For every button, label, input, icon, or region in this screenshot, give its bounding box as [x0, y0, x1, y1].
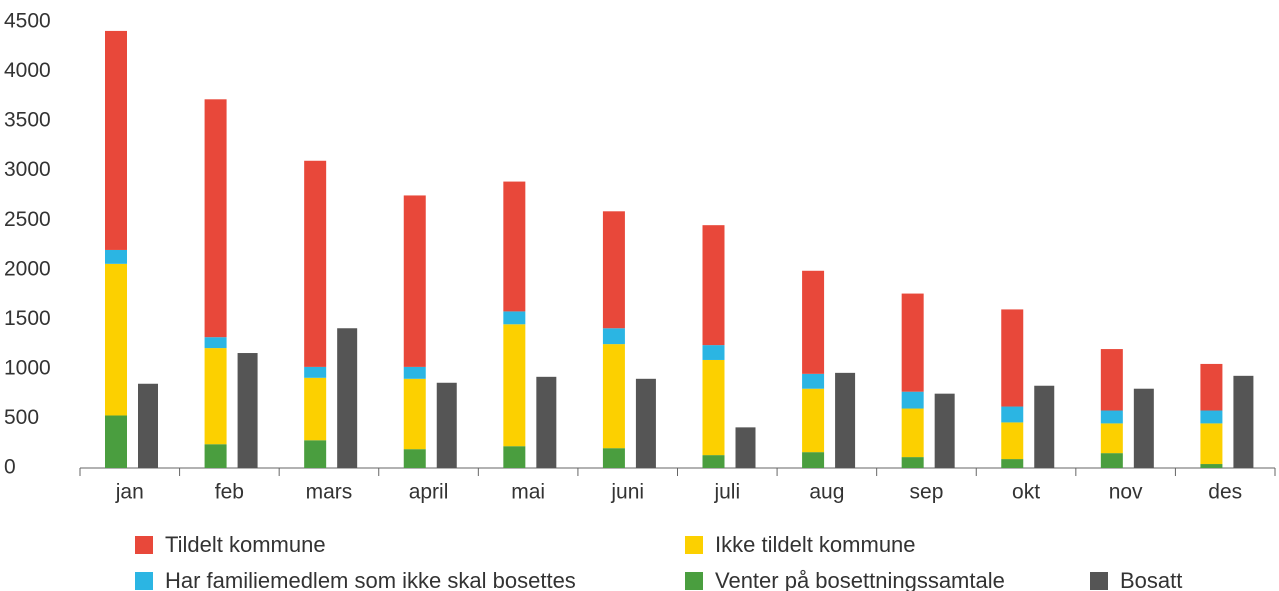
bar-segment: [304, 440, 327, 468]
legend-swatch: [685, 536, 703, 554]
x-tick-label: nov: [1109, 481, 1143, 504]
y-tick-label: 2500: [4, 208, 51, 231]
bar-segment: [503, 181, 526, 312]
x-tick-label: april: [409, 481, 449, 504]
bar-segment: [702, 225, 725, 346]
bar: [436, 382, 457, 468]
bar-segment: [503, 311, 526, 325]
bar-segment: [1100, 349, 1123, 411]
y-tick-label: 500: [4, 406, 39, 429]
bar-segment: [802, 388, 825, 453]
legend-label: Tildelt kommune: [165, 532, 326, 557]
x-tick-label: des: [1208, 481, 1242, 504]
legend-swatch: [685, 572, 703, 590]
legend: Venter på bosettningssamtale Ikke tildelt…: [135, 532, 1182, 591]
bar-segment: [403, 449, 426, 468]
bar-segment: [802, 270, 825, 374]
bar-segment: [602, 328, 625, 345]
bar-segment: [503, 446, 526, 468]
x-tick-label: okt: [1012, 481, 1040, 504]
bar-segment: [204, 337, 227, 349]
bar: [337, 328, 358, 468]
bar-segment: [105, 263, 127, 416]
bar-segment: [901, 293, 924, 392]
legend-label: Venter på bosettningssamtale: [715, 568, 1005, 591]
bar-segment: [1100, 453, 1123, 468]
bar-segment: [204, 444, 227, 468]
x-tick-label: aug: [809, 481, 844, 504]
legend-label: Har familiemedlem som ikke skal bosettes: [165, 568, 576, 591]
bar-segment: [802, 452, 825, 468]
y-tick-label: 3500: [4, 109, 51, 132]
bar-segment: [1200, 423, 1223, 465]
y-tick-label: 1000: [4, 356, 51, 379]
bar: [138, 383, 158, 468]
bar-segment: [204, 348, 227, 445]
bar-segment: [304, 377, 327, 441]
bar-segment: [702, 455, 725, 468]
bar-segment: [105, 249, 127, 264]
bar-segment: [105, 30, 127, 250]
bar-segment: [602, 448, 625, 468]
bar-segment: [1200, 363, 1223, 411]
bar-segment: [602, 211, 625, 329]
bar: [1034, 385, 1055, 468]
bar: [237, 353, 258, 468]
bar-segment: [105, 415, 127, 468]
y-tick-label: 3000: [4, 158, 51, 181]
bar: [934, 393, 955, 468]
legend-label: Bosatt: [1120, 568, 1182, 591]
x-tick-label: juli: [713, 481, 740, 504]
y-tick-label: 0: [4, 456, 16, 479]
bar: [1133, 388, 1154, 468]
bar: [1233, 375, 1254, 468]
bar-segment: [702, 359, 725, 456]
y-tick-label: 4000: [4, 59, 51, 82]
bar-segment: [304, 366, 327, 378]
bar-segment: [602, 344, 625, 449]
legend-swatch: [1090, 572, 1108, 590]
bar: [635, 378, 656, 468]
x-tick-label: mars: [306, 481, 353, 504]
bar-segment: [304, 160, 327, 367]
y-tick-label: 1500: [4, 307, 51, 330]
legend-swatch: [135, 572, 153, 590]
bar-segment: [901, 457, 924, 468]
bar-segment: [204, 99, 227, 338]
bar-segment: [503, 324, 526, 447]
bar-segment: [1200, 464, 1223, 468]
bar-segment: [403, 195, 426, 367]
bar-segment: [1100, 423, 1123, 454]
bar-segment: [901, 408, 924, 458]
x-tick-label: feb: [215, 481, 244, 504]
legend-swatch: [135, 536, 153, 554]
x-tick-label: sep: [910, 481, 944, 504]
bar-segment: [802, 373, 825, 389]
y-tick-label: 2000: [4, 257, 51, 280]
bar-segment: [901, 391, 924, 409]
bar-segment: [1001, 422, 1024, 460]
bar-segment: [1100, 410, 1123, 424]
bar-segment: [1200, 410, 1223, 424]
bar: [835, 372, 856, 468]
bar-segment: [702, 345, 725, 360]
bar-segment: [403, 366, 426, 379]
legend-label: Ikke tildelt kommune: [715, 532, 916, 557]
bar: [735, 427, 756, 468]
bar-segment: [1001, 406, 1024, 423]
bar-segment: [1001, 309, 1024, 407]
x-tick-label: mai: [511, 481, 545, 504]
x-tick-label: juni: [610, 481, 644, 504]
bar-segment: [1001, 459, 1024, 468]
bar: [536, 376, 557, 468]
y-tick-label: 4500: [4, 10, 51, 33]
bar-segment: [403, 378, 426, 450]
x-tick-label: jan: [115, 481, 144, 504]
